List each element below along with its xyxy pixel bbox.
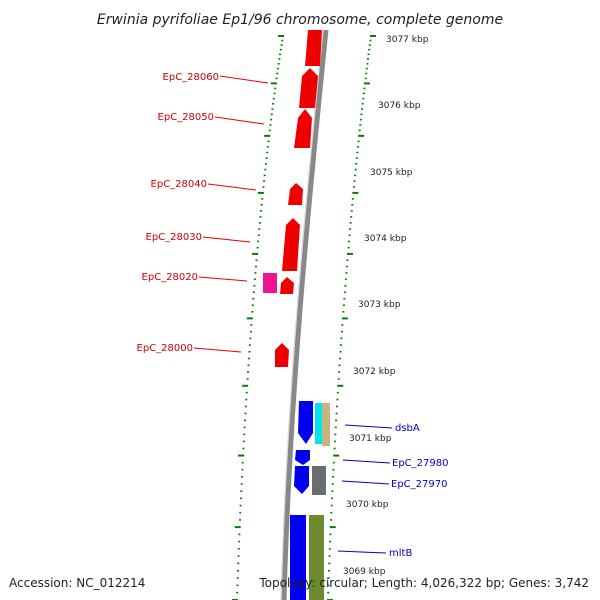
gene-label[interactable]: EpC_28020	[142, 272, 198, 283]
gene-label[interactable]: mltB	[389, 548, 412, 559]
ticks-inner	[232, 35, 284, 600]
gene-arrow[interactable]	[298, 401, 313, 444]
kbp-label: 3076 kbp	[378, 101, 421, 111]
gene-label[interactable]: EpC_27970	[391, 479, 447, 490]
gene-label[interactable]: EpC_28030	[146, 232, 202, 243]
kbp-label: 3073 kbp	[358, 300, 401, 310]
forward-genes	[263, 30, 322, 367]
kbp-label: 3075 kbp	[370, 168, 413, 178]
gene-label[interactable]: EpC_28000	[137, 343, 193, 354]
gene-arrow[interactable]	[294, 109, 312, 148]
kbp-label: 3069 kbp	[343, 567, 386, 577]
kbp-labels: 3077 kbp 3076 kbp 3075 kbp 3074 kbp 3073…	[343, 35, 429, 577]
kbp-label: 3072 kbp	[353, 367, 396, 377]
topology-text: Topology: circular; Length: 4,026,322 bp…	[259, 576, 589, 590]
kbp-label: 3071 kbp	[349, 434, 392, 444]
gene-block-gray[interactable]	[312, 466, 326, 495]
gene-arrow[interactable]	[299, 68, 318, 108]
gene-block-cyan[interactable]	[315, 403, 322, 444]
kbp-label: 3070 kbp	[346, 500, 389, 510]
kbp-label: 3074 kbp	[364, 234, 407, 244]
gene-label[interactable]: EpC_28040	[151, 179, 207, 190]
gene-block-olive[interactable]	[309, 515, 324, 600]
gene-label[interactable]: EpC_28050	[158, 112, 214, 123]
gene-arrow[interactable]	[282, 218, 300, 271]
chromosome-backbone	[281, 29, 329, 600]
gene-label[interactable]: EpC_27980	[392, 458, 448, 469]
gene-label-texts-right: dsbA EpC_27980 EpC_27970 mltB	[389, 423, 448, 559]
gene-label[interactable]: dsbA	[395, 423, 420, 434]
gene-block-tan[interactable]	[322, 403, 330, 446]
accession-text: Accession: NC_012214	[9, 576, 146, 590]
map-title: Erwinia pyrifoliae Ep1/96 chromosome, co…	[97, 12, 503, 28]
chromosome-backbone-highlight	[280, 29, 324, 600]
gene-label-texts-left: EpC_28060 EpC_28050 EpC_28040 EpC_28030 …	[137, 72, 219, 354]
gene-labels-left	[193, 75, 269, 353]
gene-labels-right	[337, 424, 393, 554]
reverse-genes	[290, 401, 330, 600]
gene-arrow[interactable]	[295, 450, 310, 465]
gene-block-magenta[interactable]	[263, 273, 277, 293]
gene-arrow[interactable]	[275, 343, 289, 367]
kbp-label: 3077 kbp	[386, 35, 429, 45]
gene-arrow[interactable]	[305, 30, 322, 66]
gene-block-blue[interactable]	[290, 515, 306, 600]
gene-arrow[interactable]	[288, 183, 303, 205]
gene-arrow[interactable]	[294, 466, 309, 494]
gene-label[interactable]: EpC_28060	[163, 72, 219, 83]
gene-arrow[interactable]	[280, 277, 294, 294]
ticks-outer	[327, 35, 376, 600]
